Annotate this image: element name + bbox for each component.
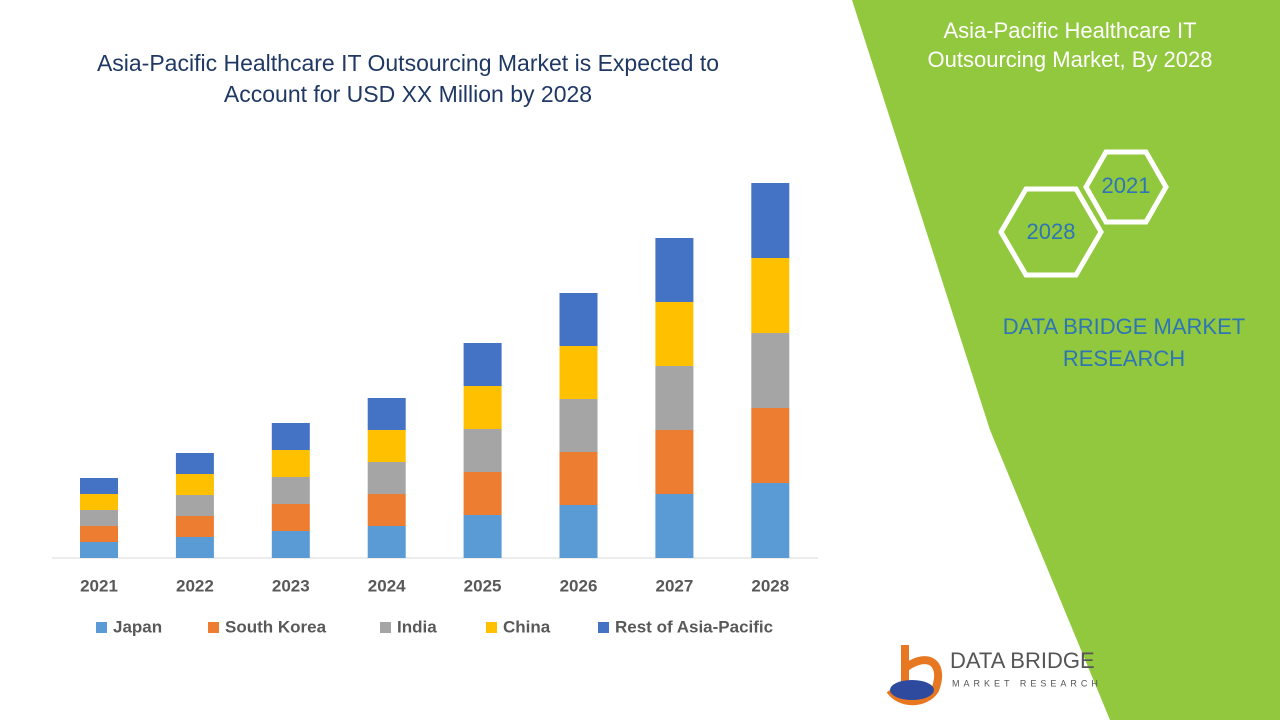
x-tick-label: 2027 (655, 576, 693, 595)
bar-segment (559, 505, 598, 558)
hexagon (1083, 149, 1169, 225)
hex-label: 2028 (1027, 219, 1076, 244)
bar-segment (175, 495, 214, 516)
x-tick-label: 2026 (560, 576, 598, 595)
bar-segment (463, 386, 502, 429)
bar-segment (367, 398, 406, 430)
bar-segment (751, 258, 790, 333)
x-tick-label: 2028 (751, 576, 789, 595)
bar-segment (175, 453, 214, 474)
bar-segment (80, 542, 118, 558)
x-tick-label: 2025 (464, 576, 502, 595)
bar-segment (655, 430, 694, 494)
bar-segment (367, 526, 406, 558)
x-tick-label: 2023 (272, 576, 310, 595)
bar-segment (463, 472, 502, 515)
bar-segment (751, 183, 790, 258)
bar-segment (271, 531, 310, 558)
hex-label: 2021 (1102, 173, 1151, 198)
x-tick-label: 2024 (368, 576, 406, 595)
bar-segment (271, 450, 310, 477)
bar-segment (271, 423, 310, 450)
bar-segment (80, 526, 118, 542)
bar-segment (559, 293, 598, 346)
legend-label: Rest of Asia-Pacific (615, 617, 773, 636)
logo-icon (890, 680, 934, 700)
bar-segment (367, 430, 406, 462)
legend-swatch (96, 622, 107, 633)
bar-segment (463, 429, 502, 472)
bar-segment (655, 302, 694, 366)
bar-segment (463, 515, 502, 558)
bar-segment (175, 516, 214, 537)
legend-swatch (380, 622, 391, 633)
bar-segment (175, 474, 214, 495)
bar-segment (559, 452, 598, 505)
legend-swatch (486, 622, 497, 633)
brand: DATA BRIDGE MARKET RESEARCH (1002, 314, 1246, 371)
bar-segment (655, 366, 694, 430)
bar-segment (463, 343, 502, 386)
hexagon (998, 186, 1104, 278)
logo-sub: MARKET RESEARCH (952, 678, 1102, 688)
bar-segment (367, 494, 406, 526)
legend-label: China (503, 617, 551, 636)
bar-segment (751, 333, 790, 408)
legend-label: India (397, 617, 437, 636)
bar-segment (655, 494, 694, 558)
bar-segment (751, 483, 790, 558)
bar-segment (80, 510, 118, 526)
bar-segment (271, 477, 310, 504)
bar-segment (559, 399, 598, 452)
bar-segment (751, 408, 790, 483)
logo-name: DATA BRIDGE (950, 648, 1095, 673)
bar-segment (655, 238, 694, 302)
x-tick-label: 2022 (176, 576, 214, 595)
side-panel (852, 0, 1280, 720)
legend-swatch (598, 622, 609, 633)
bar-segment (271, 504, 310, 531)
bar-segment (367, 462, 406, 494)
legend-label: Japan (113, 617, 162, 636)
legend-label: South Korea (225, 617, 327, 636)
bar-segment (559, 346, 598, 399)
panel-title: Asia-Pacific Healthcare IT Outsourcing M… (927, 18, 1213, 72)
legend-swatch (208, 622, 219, 633)
x-tick-label: 2021 (80, 576, 118, 595)
bar-segment (175, 537, 214, 558)
bar-segment (80, 478, 118, 494)
bar-segment (80, 494, 118, 510)
chart-title: Asia-Pacific Healthcare IT Outsourcing M… (96, 50, 720, 107)
